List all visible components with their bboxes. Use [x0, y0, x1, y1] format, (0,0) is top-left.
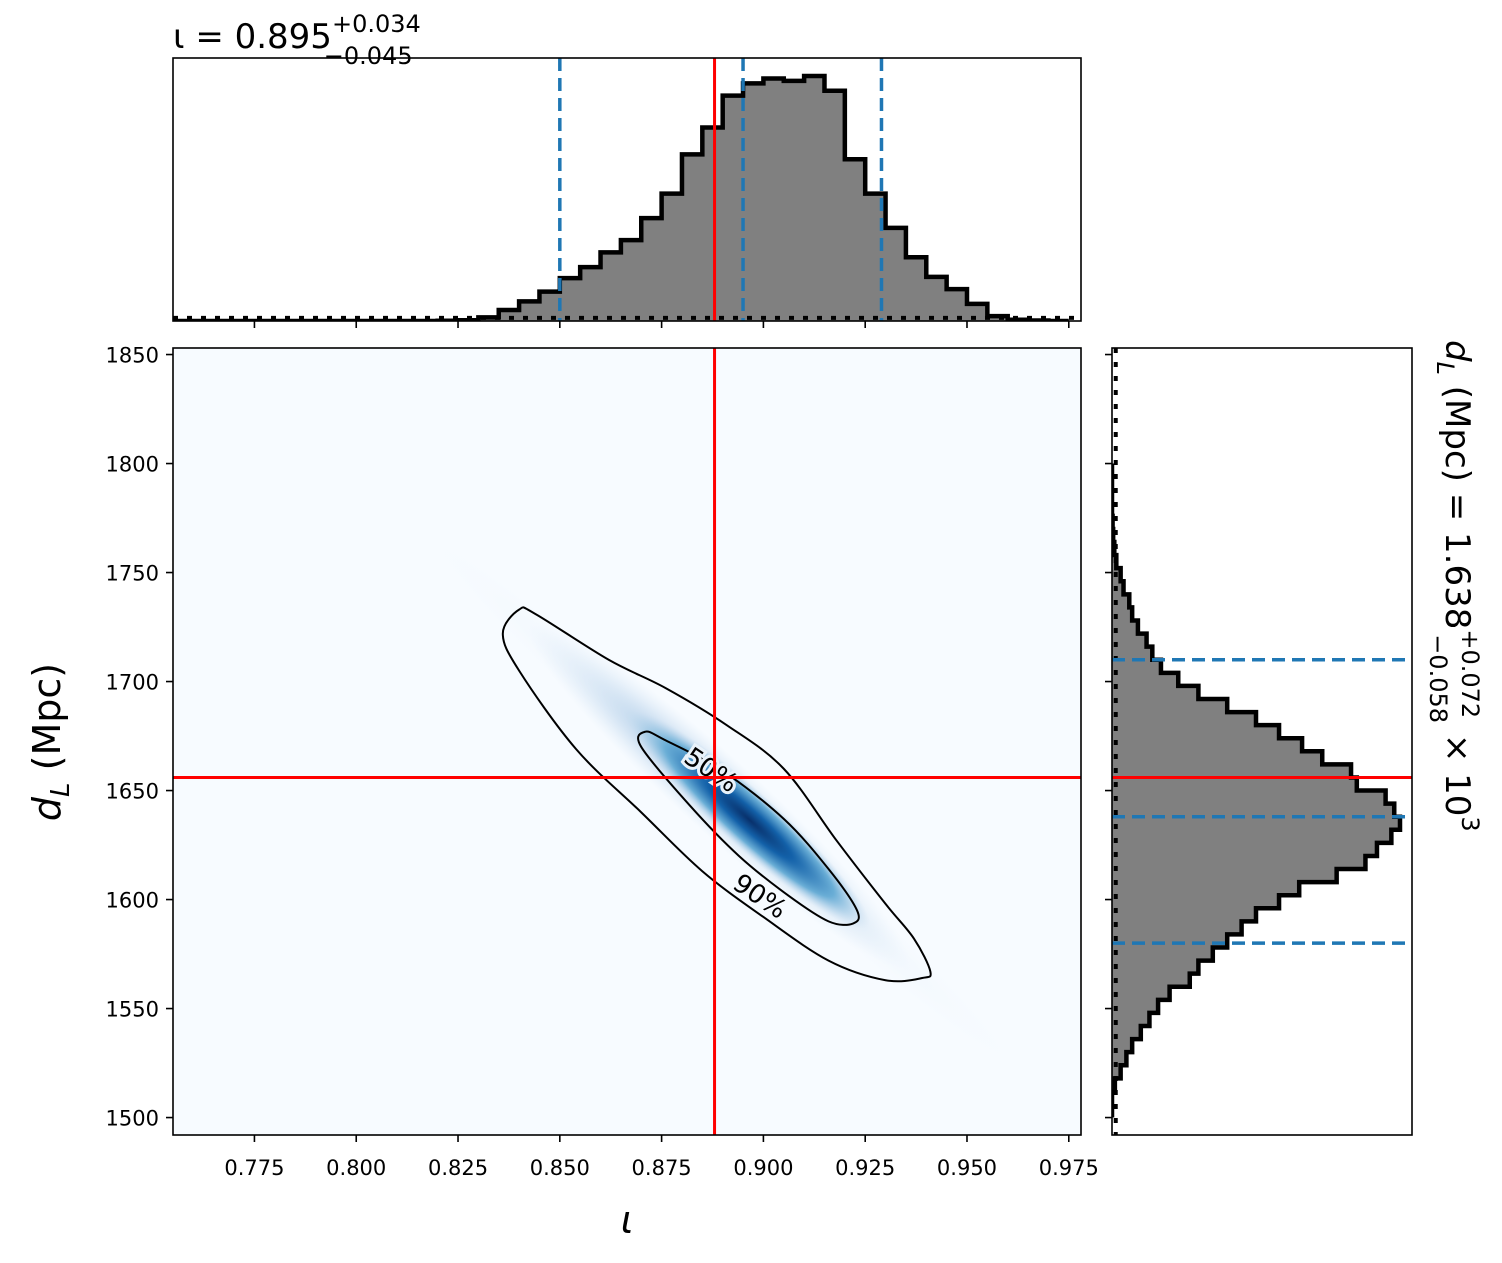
x-tick-label-0: 0.775	[224, 1156, 284, 1180]
iota-title-sup: +0.034	[332, 10, 421, 38]
iota-title-sub: −0.045	[324, 42, 413, 70]
joint-density-panel: 50% 90% 0.775 0.800 0.825 0.850 0.875 0.900 0.…	[25, 344, 1099, 1242]
x-tick-label-2: 0.825	[428, 1156, 488, 1180]
right-histogram-panel: dL (Mpc) = 1.638+0.072−0.058 × 103	[1105, 340, 1484, 1136]
x-tick-label-8: 0.975	[1039, 1156, 1099, 1180]
x-tick-label-7: 0.950	[937, 1156, 997, 1180]
x-tick-label-5: 0.900	[733, 1156, 793, 1180]
x-tick-label-1: 0.800	[326, 1156, 386, 1180]
y-tick-label-6: 1800	[106, 453, 159, 477]
x-axis-label: ι	[621, 1198, 634, 1242]
y-tick-label-7: 1850	[106, 344, 159, 368]
y-tick-label-1: 1550	[106, 998, 159, 1022]
top-histogram-fill	[173, 76, 1069, 321]
y-tick-label-2: 1600	[106, 889, 159, 913]
top-histogram-outline	[173, 73, 1069, 321]
top-histogram-panel: ι = 0.895+0.034 −0.045	[172, 10, 1082, 328]
right-histogram-fill	[1112, 463, 1400, 1118]
right-histogram-title: dL (Mpc) = 1.638+0.072−0.058 × 103	[1424, 340, 1484, 832]
y-tick-label-0: 1500	[106, 1107, 159, 1131]
top-histogram-title: ι = 0.895+0.034 −0.045	[173, 10, 421, 70]
y-tick-label-4: 1700	[106, 671, 159, 695]
x-tick-label-6: 0.925	[835, 1156, 895, 1180]
x-tick-label-4: 0.875	[632, 1156, 692, 1180]
y-tick-label-3: 1650	[106, 780, 159, 804]
contour-50-percent	[637, 730, 860, 926]
y-axis-label: dL (Mpc)	[25, 663, 76, 821]
y-tick-label-5: 1750	[106, 562, 159, 586]
right-histogram-outline	[1112, 463, 1403, 1118]
x-tick-label-3: 0.850	[530, 1156, 590, 1180]
density-core	[629, 710, 871, 930]
iota-title-main: ι = 0.895	[173, 17, 332, 57]
contour-90-percent	[501, 606, 932, 983]
